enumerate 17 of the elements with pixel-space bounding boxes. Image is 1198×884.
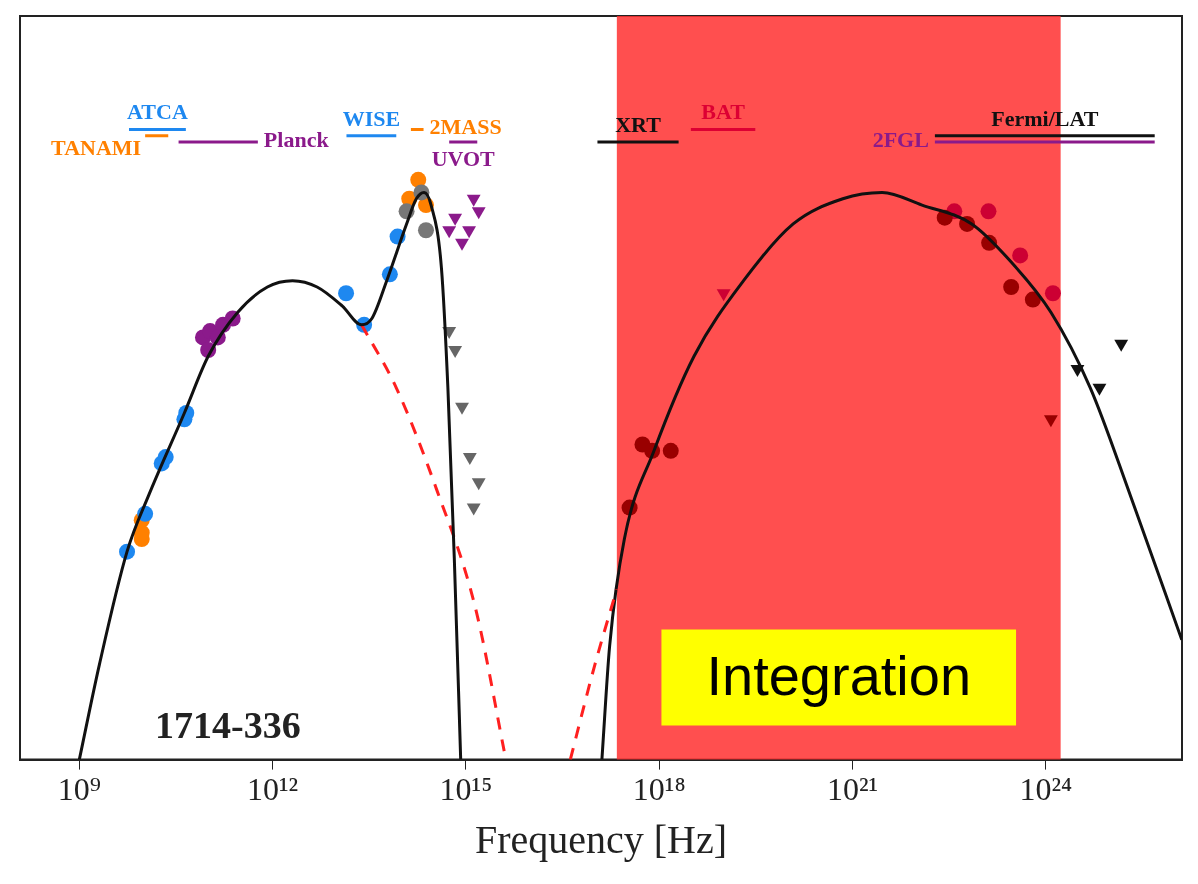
series-label: WISE	[342, 105, 401, 131]
x-tick-label: 10²⁴	[1019, 771, 1073, 808]
x-tick-label: 10¹⁸	[632, 771, 686, 808]
band-label: Integration	[706, 644, 972, 708]
series-label: TANAMI	[51, 134, 142, 160]
series-label: ATCA	[127, 99, 188, 125]
series-label: UVOT	[431, 146, 496, 172]
series-label: BAT	[701, 99, 746, 125]
x-tick-label: 10²¹	[826, 771, 879, 808]
series-label: Planck	[263, 127, 330, 153]
x-tick-label: 10⁹	[57, 771, 101, 808]
x-axis-title: Frequency [Hz]	[474, 816, 728, 862]
series-label: 2FGL	[872, 127, 929, 153]
x-tick-label: 10¹²	[247, 771, 299, 808]
annotation: 1714-336	[155, 703, 301, 746]
series-label: 2MASS	[429, 114, 502, 140]
x-tick-label: 10¹⁵	[439, 771, 493, 808]
